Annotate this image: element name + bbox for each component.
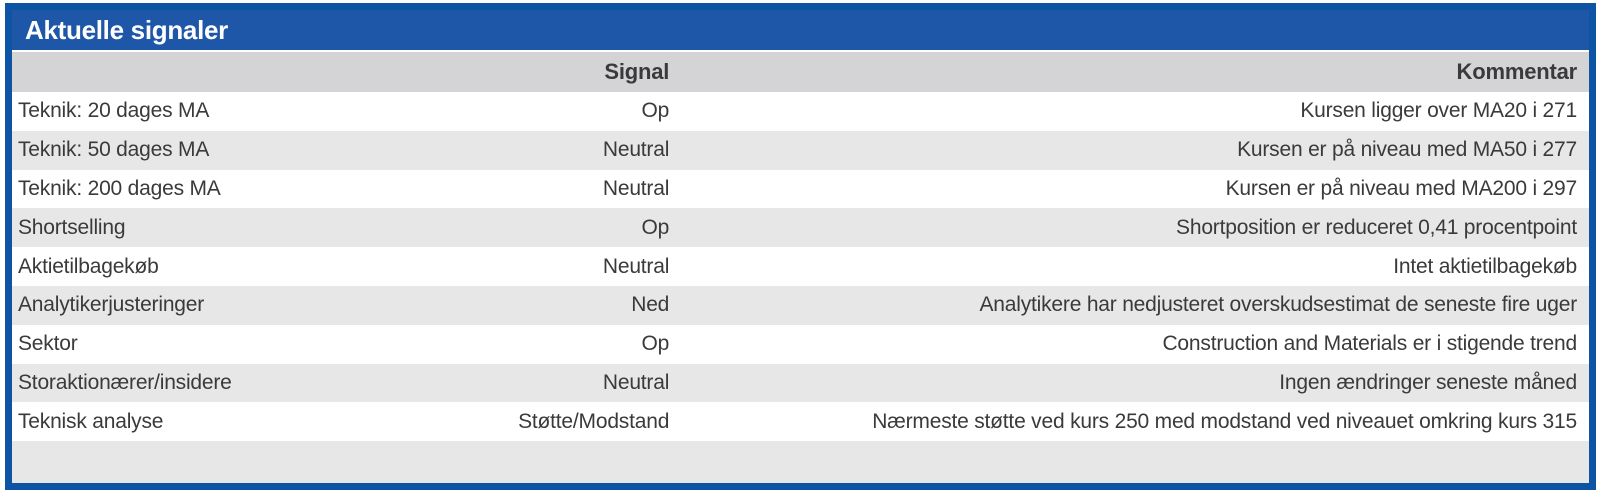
table-header-row: Signal Kommentar — [12, 52, 1589, 92]
header-cell-signal: Signal — [422, 52, 672, 92]
panel-title-bar: Aktuelle signaler — [12, 10, 1589, 52]
table-row: Storaktionærer/insidere Neutral Ingen æn… — [12, 363, 1589, 403]
row-label: Teknik: 200 dages MA — [18, 176, 221, 200]
table-row: Teknik: 50 dages MA Neutral Kursen er på… — [12, 130, 1589, 170]
row-signal: Støtte/Modstand — [518, 409, 670, 433]
row-comment: Nærmeste støtte ved kurs 250 med modstan… — [872, 409, 1577, 433]
table-row: Teknik: 200 dages MA Neutral Kursen er p… — [12, 170, 1589, 209]
signals-table: Signal Kommentar Teknik: 20 dages MA Op … — [12, 52, 1589, 484]
row-label: Aktietilbagekøb — [18, 254, 159, 278]
row-comment: Kursen er på niveau med MA50 i 277 — [671, 130, 1589, 170]
row-signal: Op — [641, 99, 670, 123]
table-row: Teknik: 20 dages MA Op Kursen ligger ove… — [12, 92, 1589, 131]
row-label: Storaktionærer/insidere — [12, 363, 423, 403]
table-row: Shortselling Op Shortposition er reducer… — [12, 208, 1589, 248]
table-row: Aktietilbagekøb Neutral Intet aktietilba… — [12, 247, 1589, 286]
row-comment: Shortposition er reduceret 0,41 procentp… — [671, 208, 1589, 248]
row-signal: Neutral — [602, 254, 670, 278]
row-label: Sektor — [18, 332, 78, 356]
panel-title: Aktuelle signaler — [25, 14, 228, 45]
row-comment: Intet aktietilbagekøb — [1393, 254, 1577, 278]
header-cell-kommentar: Kommentar — [671, 52, 1589, 92]
row-label: Teknisk analyse — [18, 409, 164, 433]
row-signal: Op — [422, 208, 672, 248]
header-cell-empty — [12, 52, 423, 92]
footer-spacer-cell — [12, 441, 1589, 484]
row-comment: Analytikere har nedjusteret overskudsest… — [671, 285, 1589, 325]
table-row: Sektor Op Construction and Materials er … — [12, 325, 1589, 364]
row-signal: Op — [641, 332, 670, 356]
row-comment: Kursen er på niveau med MA200 i 297 — [1225, 176, 1578, 200]
row-label: Teknik: 20 dages MA — [18, 99, 210, 123]
row-comment: Ingen ændringer seneste måned — [671, 363, 1589, 403]
row-label: Teknik: 50 dages MA — [12, 130, 423, 170]
row-comment: Construction and Materials er i stigende… — [1162, 332, 1577, 356]
row-signal: Ned — [422, 285, 672, 325]
row-signal: Neutral — [422, 130, 672, 170]
row-comment: Kursen ligger over MA20 i 271 — [1300, 99, 1577, 123]
row-signal: Neutral — [602, 176, 670, 200]
table-row: Analytikerjusteringer Ned Analytikere ha… — [12, 285, 1589, 325]
row-label: Shortselling — [12, 208, 423, 248]
row-label: Analytikerjusteringer — [12, 285, 423, 325]
signals-panel: Aktuelle signaler Signal Kommentar Tekni… — [5, 3, 1596, 491]
table-footer-spacer-row — [12, 441, 1589, 484]
table-row: Teknisk analyse Støtte/Modstand Nærmeste… — [12, 402, 1589, 441]
row-signal: Neutral — [422, 363, 672, 403]
